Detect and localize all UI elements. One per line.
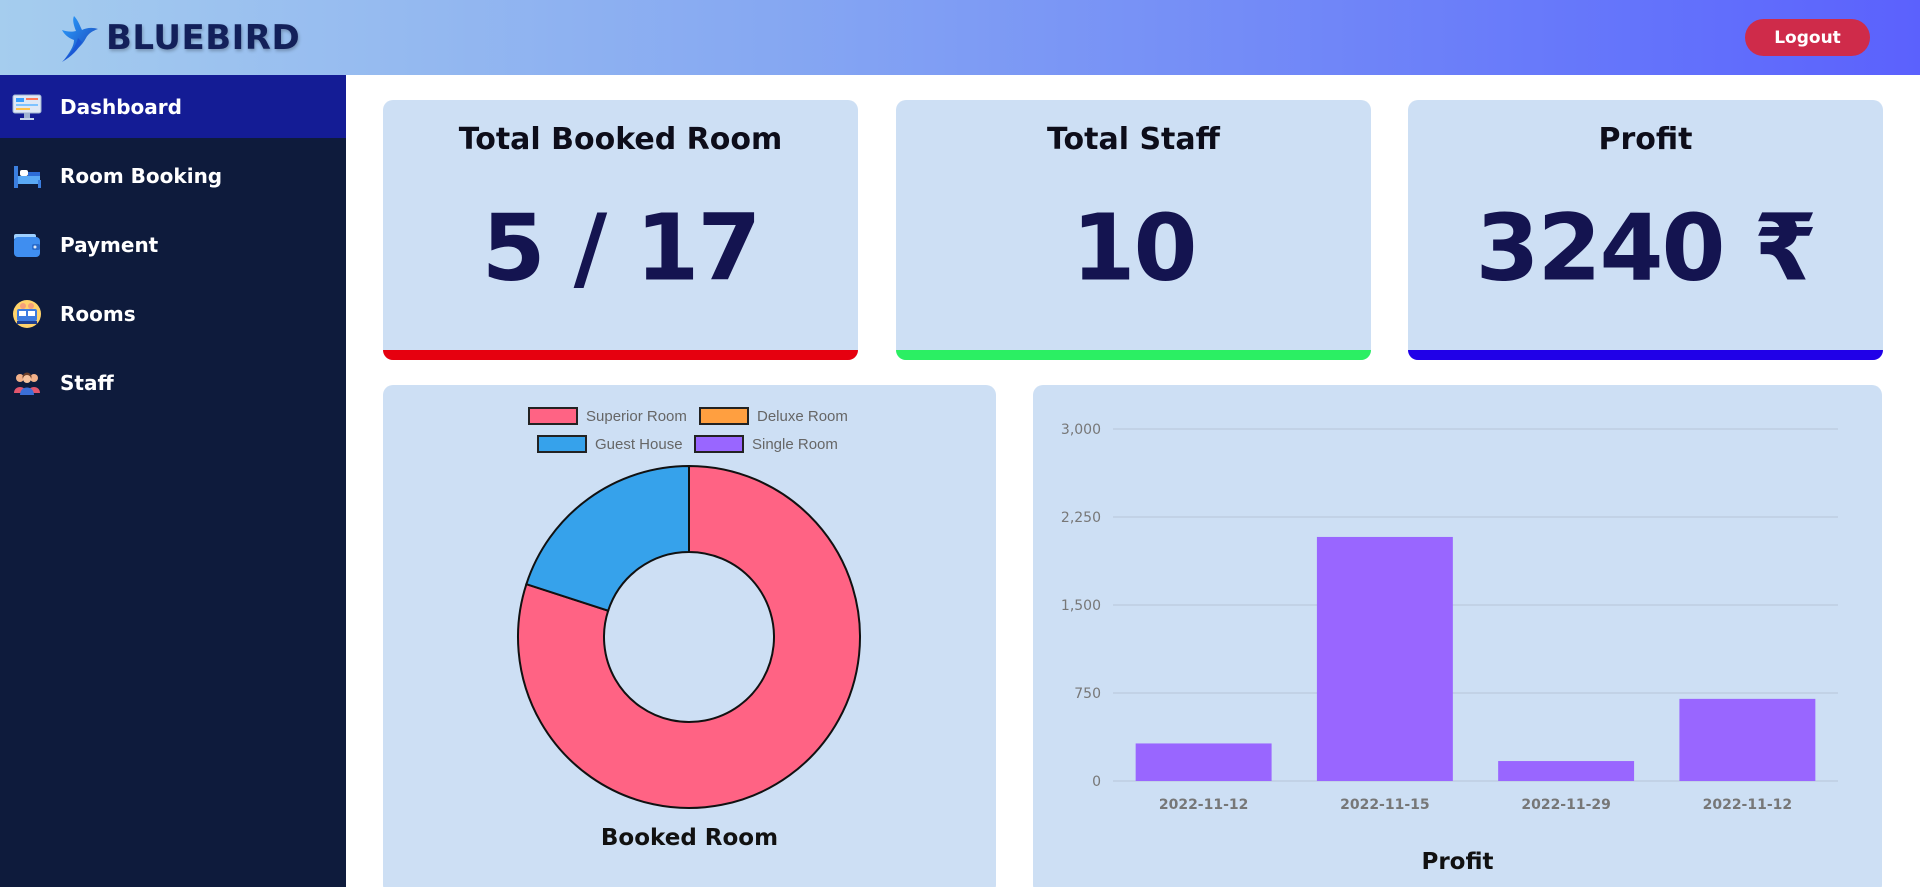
legend-swatch <box>537 435 587 453</box>
sidebar-item-dashboard[interactable]: Dashboard <box>0 75 346 138</box>
card-title: Total Booked Room <box>458 122 783 157</box>
legend-item[interactable]: Guest House <box>537 435 683 453</box>
booked-room-chart-panel: Superior Room Deluxe Room Guest House Si… <box>383 385 996 887</box>
bed-icon <box>12 161 42 191</box>
card-value: 5 / 17 <box>481 194 762 302</box>
y-tick-label: 1,500 <box>1061 598 1101 614</box>
card-title: Total Staff <box>1047 122 1220 157</box>
x-tick-label: 2022-11-12 <box>1159 797 1249 813</box>
card-value: 3240 ₹ <box>1475 194 1817 302</box>
legend-swatch <box>699 407 749 425</box>
sidebar-item-label: Room Booking <box>60 163 223 188</box>
sidebar-item-payment[interactable]: Payment <box>0 213 346 276</box>
profit-bar[interactable] <box>1679 698 1816 781</box>
card-accent-bar <box>1408 350 1883 360</box>
staff-icon <box>12 368 42 398</box>
legend-label: Deluxe Room <box>757 407 848 425</box>
card-accent-bar <box>896 350 1371 360</box>
legend-swatch <box>694 435 744 453</box>
y-tick-label: 0 <box>1092 774 1101 790</box>
sidebar-item-rooms[interactable]: Rooms <box>0 282 346 345</box>
card-total-booked-room: Total Booked Room 5 / 17 <box>383 100 858 360</box>
y-tick-label: 750 <box>1074 686 1101 702</box>
sidebar-item-room-booking[interactable]: Room Booking <box>0 144 346 207</box>
profit-bar[interactable] <box>1498 761 1635 781</box>
logout-button[interactable]: Logout <box>1745 19 1870 56</box>
legend-item[interactable]: Deluxe Room <box>699 407 848 425</box>
card-profit: Profit 3240 ₹ <box>1408 100 1883 360</box>
sidebar-item-label: Rooms <box>60 301 136 326</box>
card-accent-bar <box>383 350 858 360</box>
x-tick-label: 2022-11-12 <box>1703 797 1793 813</box>
sidebar: Dashboard Room Booking Payment <box>0 75 346 887</box>
sidebar-item-label: Staff <box>60 370 114 395</box>
card-title: Profit <box>1598 122 1693 157</box>
profit-bar[interactable] <box>1135 743 1272 781</box>
bird-logo-icon <box>62 16 98 62</box>
legend-label: Guest House <box>595 435 683 453</box>
legend-label: Superior Room <box>586 407 687 425</box>
rooms-icon <box>12 299 42 329</box>
top-bar: BLUEBIRD Logout <box>0 0 1920 75</box>
sidebar-item-staff[interactable]: Staff <box>0 351 346 414</box>
profit-chart-panel: 0 750 1,500 2,250 3,000 2022-11-12 2022-11-15 2… <box>1033 385 1882 887</box>
doughnut-slice-guest-house[interactable] <box>525 464 690 612</box>
legend-item[interactable]: Superior Room <box>528 407 687 425</box>
legend-label: Single Room <box>752 435 838 453</box>
x-tick-label: 2022-11-29 <box>1521 797 1611 813</box>
wallet-icon <box>12 230 42 260</box>
y-tick-label: 3,000 <box>1061 422 1101 438</box>
brand-name: BLUEBIRD <box>106 18 301 58</box>
brand-logo[interactable]: BLUEBIRD <box>56 10 300 66</box>
x-tick-label: 2022-11-15 <box>1340 797 1430 813</box>
y-tick-label: 2,250 <box>1061 510 1101 526</box>
legend-item[interactable]: Single Room <box>694 435 838 453</box>
sidebar-item-label: Dashboard <box>60 94 182 119</box>
card-value: 10 <box>1071 194 1197 302</box>
doughnut-slice-superior-room[interactable] <box>517 464 861 809</box>
card-total-staff: Total Staff 10 <box>896 100 1371 360</box>
chart-title: Profit <box>1421 849 1494 875</box>
sidebar-item-label: Payment <box>60 232 159 257</box>
monitor-icon <box>12 92 42 122</box>
legend-swatch <box>528 407 578 425</box>
chart-title: Booked Room <box>600 825 779 851</box>
profit-bar[interactable] <box>1316 536 1453 781</box>
profit-bar-chart: 0 750 1,500 2,250 3,000 2022-11-12 2022-11-15 2… <box>1061 422 1838 813</box>
booked-room-doughnut-chart <box>517 464 861 809</box>
